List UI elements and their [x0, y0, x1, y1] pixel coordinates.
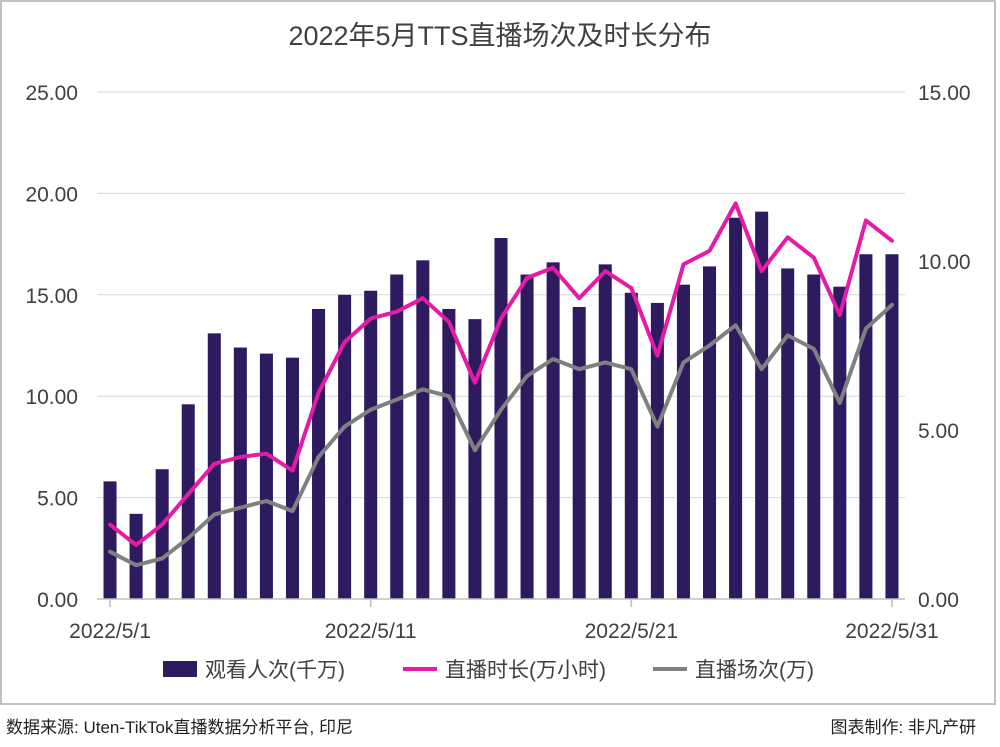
bar — [833, 286, 847, 599]
line-series — [108, 201, 894, 568]
bar — [650, 302, 664, 599]
y-left-tick-label: 0.00 — [37, 589, 78, 612]
series-line — [108, 201, 894, 547]
bar — [259, 353, 273, 599]
legend-label: 直播时长(万小时) — [445, 659, 606, 682]
y-left-tick-label: 25.00 — [25, 82, 78, 105]
bar — [233, 347, 247, 599]
bar — [546, 262, 560, 599]
bar — [442, 308, 456, 599]
bar — [729, 217, 743, 599]
y-left-tick-label: 5.00 — [37, 488, 78, 511]
bar — [676, 284, 690, 599]
y-right-tick-label: 15.00 — [918, 82, 971, 105]
chart-title: 2022年5月TTS直播场次及时长分布 — [288, 21, 712, 51]
series-line — [108, 302, 894, 568]
bar — [129, 513, 143, 599]
bar — [755, 211, 769, 600]
y-left-tick-label: 15.00 — [25, 285, 78, 308]
bar — [598, 264, 612, 599]
bar — [807, 274, 821, 599]
legend: 观看人次(千万) 直播时长(万小时) 直播场次(万) — [163, 659, 814, 682]
bar — [859, 254, 873, 600]
bar — [155, 469, 169, 599]
bar — [885, 254, 899, 600]
chart-plot-area: 0.00 5.00 10.00 15.00 20.00 25.00 0.00 5.00 10.0… — [25, 82, 970, 682]
x-tick-label: 2022/5/31 — [845, 620, 938, 643]
legend-label: 观看人次(千万) — [205, 659, 345, 682]
credit-note: 图表制作: 非凡产研 — [830, 718, 976, 737]
bar — [103, 481, 117, 599]
bar — [338, 294, 352, 599]
y-right-tick-label: 10.00 — [918, 251, 971, 274]
bar — [390, 274, 404, 599]
bar — [285, 357, 299, 599]
bar-series — [103, 211, 899, 600]
bar — [416, 260, 430, 599]
bar — [703, 266, 717, 599]
legend-label: 直播场次(万) — [695, 659, 814, 682]
y-right-tick-label: 0.00 — [918, 589, 959, 612]
bar — [364, 290, 378, 599]
bar — [781, 268, 795, 599]
x-tick-label: 2022/5/21 — [585, 620, 678, 643]
y-left-tick-label: 10.00 — [25, 386, 78, 409]
x-tick-label: 2022/5/1 — [69, 620, 151, 643]
bar — [468, 319, 482, 599]
legend-swatch-bar — [163, 661, 197, 677]
axes: 0.00 5.00 10.00 15.00 20.00 25.00 0.00 5.00 10.0… — [25, 82, 970, 643]
source-note: 数据来源: Uten-TikTok直播数据分析平台, 印尼 — [6, 718, 353, 737]
bar — [520, 274, 534, 599]
bar — [181, 404, 195, 599]
y-left-tick-label: 20.00 — [25, 183, 78, 206]
bar — [572, 306, 586, 599]
y-right-tick-label: 5.00 — [918, 420, 959, 443]
x-tick-label: 2022/5/11 — [325, 620, 417, 643]
bar — [624, 292, 638, 599]
